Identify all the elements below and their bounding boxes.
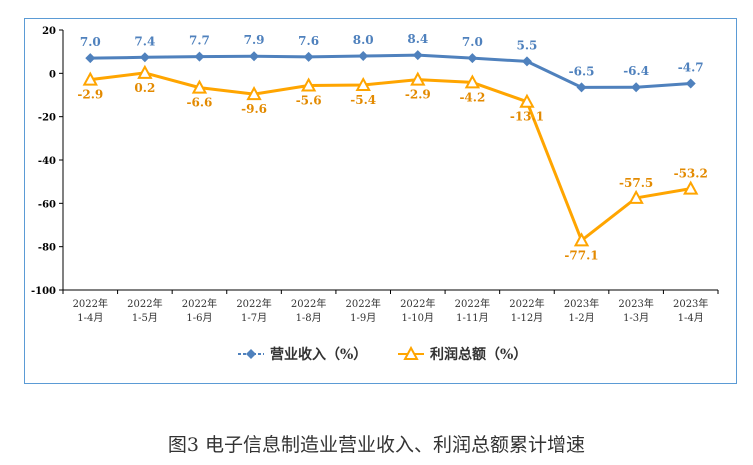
data-point [685,78,696,89]
x-tick-label-year: 2022年 [236,297,271,310]
data-label: -13.1 [510,110,544,124]
data-point [358,51,369,61]
data-label: -5.6 [296,93,322,107]
data-label: 7.6 [298,34,319,48]
data-point [464,74,481,89]
data-label: -77.1 [564,248,598,262]
y-tick-label: 0 [49,69,56,80]
legend-entry-2: 利润总额（%） [430,346,527,363]
data-label: -4.7 [678,61,704,75]
y-tick-label: 20 [42,26,56,37]
chart-frame [24,18,737,384]
data-point [249,51,260,62]
data-point [467,53,478,64]
data-label: 7.7 [189,34,210,48]
data-point [303,51,314,62]
y-tick-label: -60 [38,199,56,210]
data-point [137,64,153,79]
x-tick-label-period: 1-4月 [678,312,704,324]
x-tick-label-year: 2022年 [127,297,162,310]
line-chart: 20 0 -20 -40 -60 -80 -100 2022年 1-4月 2022年 1-5月 202… [31,26,719,363]
data-label: 8.4 [407,32,428,46]
x-tick-label-year: 2022年 [182,297,217,310]
series-line-2 [90,71,691,242]
data-label: -2.9 [405,88,431,102]
figure-caption: 图3 电子信息制造业营业收入、利润总额累计增速 [167,434,586,456]
data-label: 7.4 [134,34,155,48]
data-point [521,56,532,67]
y-tick-label: -40 [38,156,56,167]
x-tick-label-period: 1-12月 [511,312,543,324]
data-label: -6.6 [187,96,213,110]
data-label: -57.5 [619,176,653,190]
x-tick-label-period: 1-7月 [241,312,267,324]
data-point [519,93,535,108]
x-tick-label-period: 1-4月 [77,312,103,324]
y-tick-label: -20 [38,113,56,124]
x-tick-label-period: 1-9月 [350,312,376,324]
data-label: 0.2 [134,81,155,95]
data-point [355,76,371,92]
x-tick-label-period: 1-10月 [402,312,434,324]
data-label: 7.0 [80,35,101,49]
data-label: -9.6 [241,102,267,116]
x-tick-label-year: 2022年 [291,297,326,310]
data-point [573,232,590,247]
data-label: 7.0 [462,35,483,49]
data-point [300,77,317,92]
data-point [412,50,423,61]
x-tick-label-period: 1-11月 [456,312,488,324]
data-point [576,82,587,93]
x-tick-label-year: 2022年 [73,297,108,310]
x-tick-label-period: 1-3月 [623,312,649,324]
data-label: -6.4 [623,64,649,78]
x-tick-label-period: 1-6月 [186,312,212,324]
data-point [410,71,426,86]
y-tick-label: -80 [38,243,56,254]
data-label: -53.2 [674,167,708,181]
x-tick-label-year: 2023年 [564,297,599,310]
data-point [628,189,644,204]
y-tick-label: -100 [31,286,56,297]
data-point [85,53,96,64]
data-point [191,79,208,94]
legend-marker-1 [246,349,256,359]
data-label: 7.9 [244,33,265,47]
x-tick-label-period: 1-5月 [132,312,158,324]
data-label: -2.9 [77,88,103,102]
x-tick-label-period: 1-8月 [296,312,322,324]
x-tick-label-year: 2023年 [618,297,653,310]
data-label: 8.0 [353,33,374,47]
x-tick-label-period: 1-2月 [568,312,594,324]
legend-entry-1: 营业收入（%） [270,346,367,363]
x-tick-label-year: 2022年 [509,297,544,310]
data-point [631,82,642,93]
data-point [194,51,205,62]
data-point [139,52,150,63]
data-point [683,180,699,195]
data-point [82,71,98,86]
x-tick-label-year: 2022年 [400,297,435,310]
legend-marker-2 [403,345,419,360]
data-label: -5.4 [350,93,376,107]
data-label: 5.5 [517,38,538,52]
x-tick-label-year: 2022年 [455,297,490,310]
data-label: -6.5 [569,64,595,78]
data-point [246,86,262,101]
data-label: -4.2 [459,90,485,104]
x-tick-label-year: 2023年 [673,297,708,310]
x-tick-label-year: 2022年 [345,297,380,310]
series-line-1 [90,53,691,89]
